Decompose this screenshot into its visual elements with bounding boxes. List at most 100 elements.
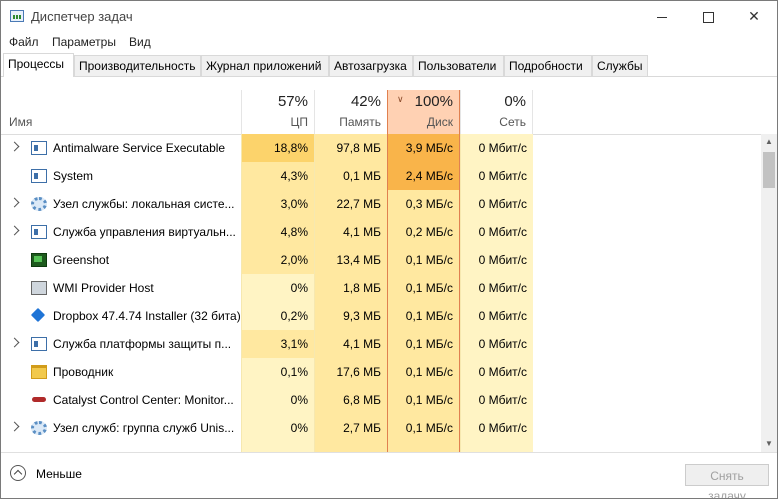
window-icon [31,337,47,351]
cpu-value: 3,0% [241,190,314,218]
scroll-up-arrow-icon[interactable]: ▲ [765,137,773,146]
cpu-value: 0,2% [241,302,314,330]
expand-chevron-icon[interactable] [9,197,20,208]
memory-total-percent: 42% [350,93,381,110]
tab-processes[interactable]: Процессы [3,53,74,77]
memory-value: 17,6 МБ [314,358,387,386]
process-row[interactable]: System 4,3% 0,1 МБ 2,4 МБ/с 0 Мбит/с [1,162,761,190]
disk-value: 0,1 МБ/с [387,386,460,414]
cpu-value: 0% [241,274,314,302]
memory-value: 4,1 МБ [314,330,387,358]
menu-view[interactable]: Вид [129,35,151,49]
network-value: 0 Мбит/с [460,246,533,274]
expand-chevron-icon[interactable] [9,141,20,152]
memory-value: 13,4 МБ [314,246,387,274]
memory-value: 6,8 МБ [314,386,387,414]
maximize-button[interactable] [685,1,731,32]
process-name-cell: Узел служб: группа служб Unis... [1,414,241,442]
dropbox-icon [31,309,47,323]
minimize-button[interactable] [639,1,685,32]
memory-value: 0,1 МБ [314,162,387,190]
process-name: Catalyst Control Center: Monitor... [53,393,234,407]
tab-details[interactable]: Подробности [504,55,592,76]
process-row[interactable]: Проводник 0,1% 17,6 МБ 0,1 МБ/с 0 Мбит/с [1,358,761,386]
cpu-value: 18,8% [241,134,314,162]
cpu-value: 0% [241,386,314,414]
process-row[interactable]: Узел службы: локальная систе... 3,0% 22,7 … [1,190,761,218]
process-row[interactable]: Узел служб: группа служб Unis... 0% 2,7 МБ… [1,414,761,442]
process-row[interactable]: Служба управления виртуальн... 4,8% 4,1 МБ… [1,218,761,246]
process-name: Проводник [53,365,114,379]
catalyst-icon [31,393,47,407]
scroll-thumb[interactable] [763,152,775,188]
process-name-cell: Узел службы: локальная систе... [1,190,241,218]
gear-icon [31,421,47,435]
partial-cell [387,442,460,452]
window-icon [31,225,47,239]
process-name: Greenshot [53,253,110,267]
network-total-percent: 0% [504,93,526,110]
process-name-cell: Служба платформы защиты п... [1,330,241,358]
partial-cell [460,442,533,452]
disk-value: 0,1 МБ/с [387,414,460,442]
process-row[interactable]: WMI Provider Host 0% 1,8 МБ 0,1 МБ/с 0 Мбит/… [1,274,761,302]
process-row[interactable]: Dropbox 47.4.74 Installer (32 бита) 0,2% 9… [1,302,761,330]
tab-performance[interactable]: Производительность [74,55,201,76]
network-value: 0 Мбит/с [460,414,533,442]
process-row[interactable]: Antimalware Service Executable 18,8% 97,8 … [1,134,761,162]
process-name-cell: Greenshot [1,246,241,274]
process-row-partial [1,442,761,452]
disk-value: 2,4 МБ/с [387,162,460,190]
minimize-icon [657,16,667,18]
tab-startup[interactable]: Автозагрузка [329,55,413,76]
tab-app-history[interactable]: Журнал приложений [201,55,329,76]
scroll-down-arrow-icon[interactable]: ▼ [765,439,773,448]
tab-users[interactable]: Пользователи [413,55,504,76]
memory-value: 2,7 МБ [314,414,387,442]
disk-value: 0,1 МБ/с [387,302,460,330]
memory-value: 1,8 МБ [314,274,387,302]
process-row[interactable]: Greenshot 2,0% 13,4 МБ 0,1 МБ/с 0 Мбит/с [1,246,761,274]
close-button[interactable]: ✕ [731,1,777,32]
tab-services[interactable]: Службы [592,55,648,76]
network-value: 0 Мбит/с [460,190,533,218]
expand-chevron-icon[interactable] [9,421,20,432]
column-header: Имя 57% ЦП 42% Память ∨ 100% Диск 0% Сет… [1,88,777,135]
column-network[interactable]: 0% Сеть [460,90,533,134]
memory-value: 97,8 МБ [314,134,387,162]
cpu-value: 3,1% [241,330,314,358]
disk-value: 0,2 МБ/с [387,218,460,246]
end-task-button[interactable]: Снять задачу [685,464,769,498]
column-memory[interactable]: 42% Память [314,90,387,134]
column-name[interactable]: Имя [9,115,33,129]
network-value: 0 Мбит/с [460,162,533,190]
menu-file[interactable]: Файл [9,35,39,49]
expand-chevron-icon[interactable] [9,225,20,236]
process-name: WMI Provider Host [53,281,154,295]
menu-options[interactable]: Параметры [52,35,116,49]
title-bar: Диспетчер задач ✕ [1,1,777,32]
column-cpu[interactable]: 57% ЦП [241,90,314,134]
disk-value: 0,3 МБ/с [387,190,460,218]
process-name-cell: Проводник [1,358,241,386]
process-name: Узел служб: группа служб Unis... [53,421,235,435]
process-list: Antimalware Service Executable 18,8% 97,8 … [1,134,761,452]
disk-value: 0,1 МБ/с [387,358,460,386]
process-name: Служба управления виртуальн... [53,225,236,239]
column-disk[interactable]: ∨ 100% Диск [387,90,460,134]
window-title: Диспетчер задач [31,9,133,24]
network-value: 0 Мбит/с [460,330,533,358]
greenshot-icon [31,253,47,267]
process-name-cell: Catalyst Control Center: Monitor... [1,386,241,414]
maximize-icon [702,11,714,23]
process-row[interactable]: Catalyst Control Center: Monitor... 0% 6,8… [1,386,761,414]
vertical-scrollbar[interactable]: ▲ ▼ [761,134,777,452]
disk-value: 0,1 МБ/с [387,246,460,274]
footer-bar: Меньше Снять задачу [1,452,777,498]
fewer-details-link[interactable]: Меньше [36,467,82,481]
expand-chevron-icon[interactable] [9,337,20,348]
process-row[interactable]: Служба платформы защиты п... 3,1% 4,1 МБ 0,… [1,330,761,358]
task-manager-icon [10,10,24,22]
collapse-chevron-icon[interactable] [10,465,26,481]
network-value: 0 Мбит/с [460,218,533,246]
